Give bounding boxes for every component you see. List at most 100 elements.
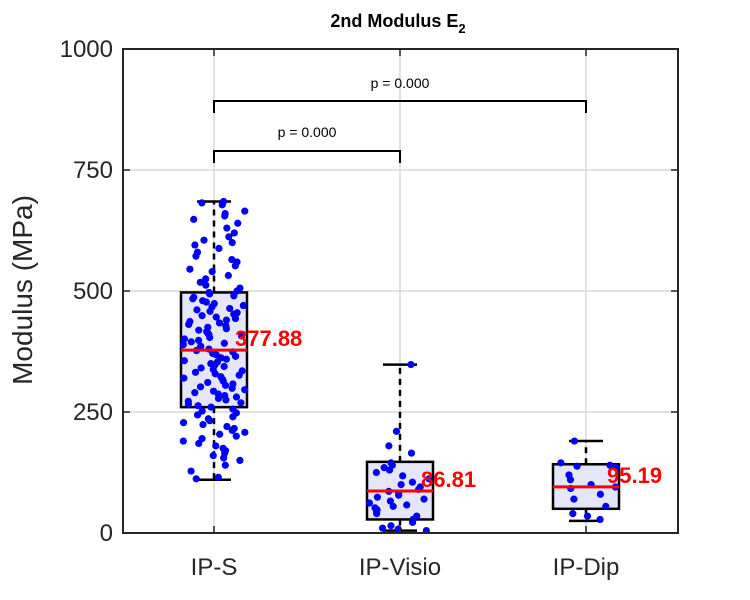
data-point bbox=[237, 399, 245, 407]
data-point bbox=[180, 357, 188, 365]
data-point bbox=[231, 262, 239, 270]
data-point bbox=[198, 312, 206, 320]
p-value-label: p = 0.000 bbox=[278, 124, 337, 140]
data-point bbox=[573, 462, 581, 470]
data-point bbox=[212, 442, 220, 450]
data-point bbox=[214, 473, 222, 481]
data-point bbox=[194, 402, 202, 410]
p-value-label: p = 0.000 bbox=[371, 75, 430, 91]
median-value-label: 377.88 bbox=[235, 326, 302, 351]
data-point bbox=[224, 271, 232, 280]
data-point bbox=[372, 468, 380, 477]
data-point bbox=[179, 341, 187, 349]
data-point bbox=[222, 316, 231, 324]
data-point bbox=[212, 313, 220, 321]
significance-brackets: p = 0.000 p = 0.000 bbox=[213, 75, 587, 163]
data-point bbox=[223, 224, 231, 232]
y-tick-label: 250 bbox=[73, 399, 113, 426]
data-point bbox=[180, 335, 189, 343]
y-tick-label: 500 bbox=[73, 278, 113, 305]
data-point bbox=[196, 278, 204, 286]
data-point bbox=[234, 219, 242, 227]
data-point bbox=[193, 411, 202, 419]
data-point bbox=[386, 497, 394, 505]
data-point bbox=[199, 420, 207, 429]
data-point bbox=[220, 362, 228, 371]
median-value-label: 95.19 bbox=[607, 463, 662, 488]
data-point bbox=[569, 510, 577, 518]
y-tick-label: 0 bbox=[100, 520, 113, 547]
data-point bbox=[220, 339, 228, 347]
data-point bbox=[365, 499, 374, 507]
chart-title-main: 2nd Modulus E bbox=[330, 11, 458, 31]
data-point bbox=[395, 491, 403, 499]
data-point bbox=[221, 461, 229, 469]
data-point bbox=[226, 304, 234, 313]
data-point bbox=[596, 515, 604, 524]
data-point bbox=[191, 241, 199, 249]
data-point bbox=[190, 215, 198, 223]
data-point bbox=[408, 478, 417, 486]
x-tick-label: IP-Dip bbox=[553, 554, 620, 581]
axes: 0 250 500 750 1000 IP-S IP-Visio IP-Dip bbox=[60, 36, 679, 581]
data-point bbox=[192, 475, 200, 483]
data-point bbox=[378, 524, 387, 532]
data-point bbox=[222, 396, 230, 404]
data-point bbox=[420, 495, 428, 503]
data-point bbox=[187, 338, 195, 346]
data-point bbox=[187, 467, 195, 475]
data-point bbox=[228, 426, 236, 434]
data-point bbox=[389, 502, 397, 510]
data-point bbox=[214, 394, 223, 403]
data-point bbox=[191, 368, 200, 376]
x-tick-label: IP-Visio bbox=[359, 554, 441, 581]
data-point bbox=[373, 510, 381, 518]
data-point bbox=[612, 464, 620, 472]
data-point bbox=[216, 430, 224, 438]
data-point bbox=[408, 518, 417, 526]
data-point bbox=[195, 439, 203, 448]
data-point bbox=[385, 442, 393, 450]
data-point bbox=[231, 352, 240, 360]
chart-title: 2nd Modulus E2 bbox=[330, 11, 465, 36]
data-point bbox=[196, 383, 205, 391]
significance-bracket bbox=[213, 150, 401, 163]
data-point bbox=[385, 466, 394, 474]
data-point bbox=[397, 481, 405, 489]
data-point bbox=[193, 306, 201, 314]
y-tick-label: 1000 bbox=[60, 36, 113, 63]
data-point bbox=[570, 495, 578, 503]
data-point bbox=[235, 371, 243, 379]
data-point bbox=[403, 501, 411, 509]
data-point bbox=[373, 493, 382, 501]
data-point bbox=[202, 281, 210, 289]
data-point bbox=[232, 432, 240, 440]
axes-frame bbox=[122, 48, 679, 534]
data-point bbox=[241, 428, 249, 436]
data-point bbox=[231, 314, 240, 323]
x-tick-label: IP-S bbox=[191, 554, 238, 581]
data-point bbox=[179, 419, 188, 427]
data-point bbox=[230, 229, 238, 237]
data-point bbox=[189, 295, 197, 303]
data-point bbox=[206, 333, 214, 342]
data-point bbox=[425, 475, 433, 483]
data-point bbox=[206, 307, 214, 315]
data-point bbox=[209, 451, 217, 460]
data-point bbox=[223, 422, 231, 431]
data-point bbox=[215, 244, 223, 253]
data-point bbox=[222, 325, 230, 333]
data-point bbox=[192, 252, 200, 260]
data-point bbox=[407, 360, 415, 369]
data-point bbox=[197, 364, 205, 372]
data-point bbox=[392, 427, 401, 435]
data-point bbox=[237, 332, 246, 340]
data-point bbox=[191, 389, 199, 397]
data-point bbox=[241, 386, 249, 394]
data-point bbox=[206, 417, 214, 425]
data-point bbox=[229, 413, 237, 421]
data-point bbox=[211, 370, 219, 378]
data-point bbox=[215, 319, 224, 327]
data-point bbox=[200, 236, 208, 244]
